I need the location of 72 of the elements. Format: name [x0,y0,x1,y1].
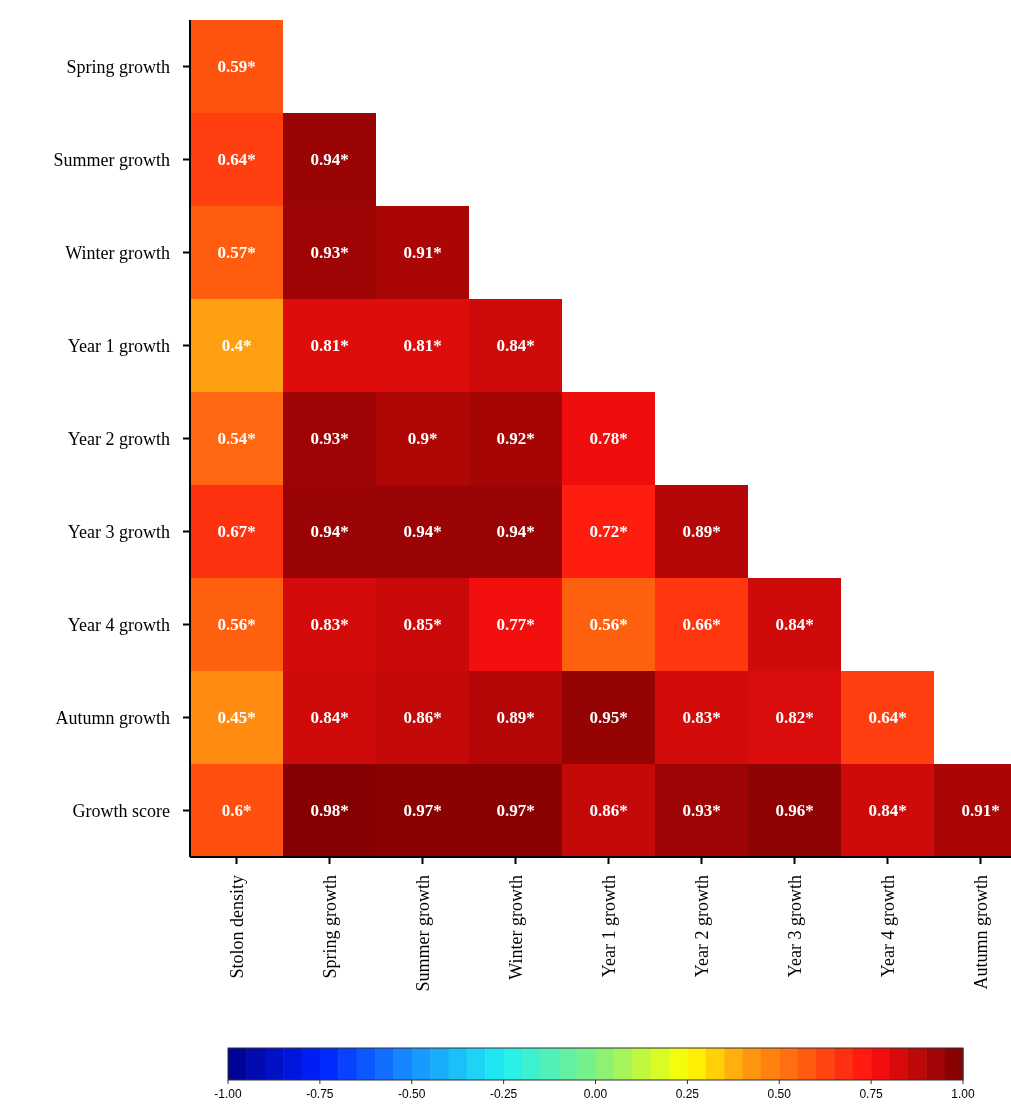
data-label: 0.86* [403,708,442,727]
data-label: 0.85* [403,615,442,634]
color-bar-label: -0.25 [489,1087,518,1101]
data-label: 0.94* [403,522,442,541]
data-label: 0.82* [775,708,814,727]
x-tick-label: Year 2 growth [691,875,712,978]
data-label: 0.84* [310,708,349,727]
data-label: 0.86* [589,801,628,820]
color-bar-label: -1.00 [214,1087,242,1101]
data-label: 0.84* [775,615,814,634]
data-label: 0.93* [310,429,349,448]
data-label: 0.91* [403,243,442,262]
data-label: 0.72* [589,522,628,541]
data-label: 0.93* [682,801,721,820]
data-label: 0.89* [682,522,721,541]
data-label: 0.45* [217,708,256,727]
y-tick-label: Winter growth [65,242,170,263]
y-tick-label: Summer growth [53,149,170,170]
y-tick-label: Year 3 growth [67,521,170,542]
color-bar-label: 1.00 [951,1087,975,1101]
data-label: 0.83* [310,615,349,634]
color-bar-label: 0.25 [675,1087,700,1101]
data-label: 0.98* [310,801,349,820]
data-label: 0.89* [496,708,535,727]
x-tick-label: Winter growth [505,875,526,980]
x-tick-label: Year 4 growth [877,875,898,978]
data-label: 0.81* [310,336,349,355]
data-label: 0.94* [310,522,349,541]
y-tick-label: Autumn growth [55,707,170,728]
data-label: 0.64* [217,150,256,169]
data-label: 0.94* [310,150,349,169]
data-label: 0.56* [217,615,256,634]
data-label: 0.96* [775,801,814,820]
data-label: 0.84* [496,336,535,355]
data-label: 0.97* [496,801,535,820]
data-label: 0.56* [589,615,628,634]
data-label: 0.84* [868,801,907,820]
data-label: 0.93* [310,243,349,262]
data-label: 0.54* [217,429,256,448]
data-label: 0.78* [589,429,628,448]
data-label: 0.97* [403,801,442,820]
y-tick-label: Year 1 growth [67,335,170,356]
y-tick-label: Spring growth [66,56,170,77]
color-bar-label: 0.50 [767,1087,792,1101]
data-label: 0.81* [403,336,442,355]
data-label: 0.66* [682,615,721,634]
data-label: 0.4* [221,336,252,355]
data-label: 0.77* [496,615,535,634]
data-label: 0.9* [407,429,438,448]
color-bar-label: 0.75 [859,1087,884,1101]
color-bar-label: 0.00 [583,1087,608,1101]
y-tick-label: Year 2 growth [67,428,170,449]
data-label: 0.95* [589,708,628,727]
x-tick-label: Summer growth [412,875,433,992]
y-tick-label: Growth score [72,800,170,821]
y-tick-label: Year 4 growth [67,614,170,635]
data-label: 0.83* [682,708,721,727]
color-bar-label: -0.75 [306,1087,334,1101]
x-tick-label: Autumn growth [970,875,991,990]
data-label: 0.94* [496,522,535,541]
x-tick-label: Spring growth [319,875,340,979]
data-label: 0.92* [496,429,535,448]
x-tick-label: Stolon density [226,875,247,979]
x-tick-label: Year 3 growth [784,875,805,978]
data-label: 0.91* [961,801,1000,820]
color-bar-label: -0.50 [398,1087,426,1101]
data-label: 0.64* [868,708,907,727]
data-label: 0.57* [217,243,256,262]
data-label: 0.59* [217,57,256,76]
data-label: 0.67* [217,522,256,541]
x-tick-label: Year 1 growth [598,875,619,978]
data-label: 0.6* [221,801,252,820]
